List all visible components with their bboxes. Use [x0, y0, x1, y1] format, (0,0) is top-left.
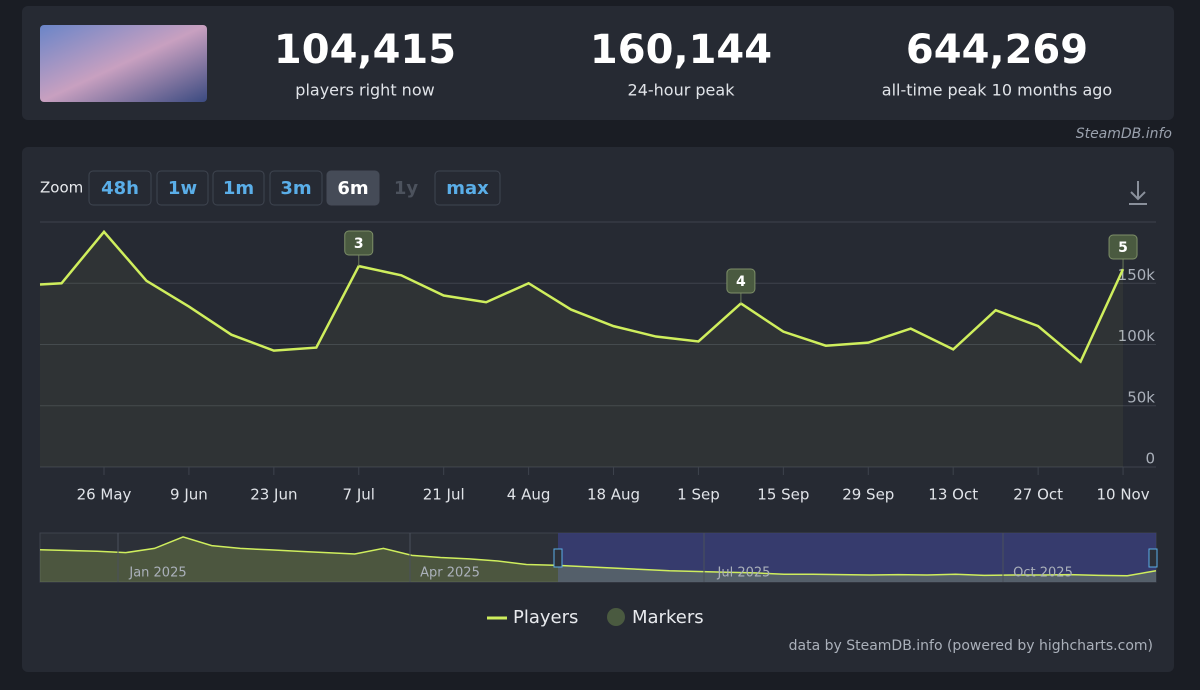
series-area: [40, 231, 1124, 467]
zoom-button[interactable]: [434, 170, 501, 206]
navigator-label: Jul 2025: [717, 566, 771, 581]
zoom-button-label[interactable]: 1w: [168, 178, 197, 199]
x-tick-label: 27 Oct: [1013, 486, 1063, 504]
x-tick-label: 29 Sep: [842, 486, 894, 504]
zoom-button[interactable]: [212, 170, 265, 206]
zoom-button[interactable]: [269, 170, 323, 206]
zoom-buttons: 48h 1w 1m 3m 6m 1y max: [88, 170, 501, 206]
navigator-line: [39, 536, 1157, 577]
marker-label: 5: [1118, 240, 1128, 256]
legend-marker: [607, 608, 625, 626]
credit: data by SteamDB.info (powered by highcha…: [789, 638, 1153, 654]
x-tick-label: 1 Sep: [677, 486, 720, 504]
zoom-button[interactable]: [156, 170, 209, 206]
legend: Players Markers: [487, 607, 704, 628]
y-tick-label: 150k: [1118, 266, 1156, 284]
legend-label[interactable]: Players: [513, 607, 578, 628]
stat-label: all-time peak 10 months ago: [882, 81, 1112, 100]
x-tick-label: 26 May: [77, 486, 132, 504]
legend-label[interactable]: Markers: [632, 607, 704, 628]
series-line: [39, 229, 1125, 364]
stat-label: players right now: [295, 81, 434, 100]
x-tick-label: 18 Aug: [587, 486, 640, 504]
stat-label: 24-hour peak: [628, 81, 736, 100]
x-tick-label: 4 Aug: [507, 486, 551, 504]
zoom-button-label[interactable]: 48h: [101, 178, 139, 199]
marker-label: 3: [354, 236, 364, 252]
game-image[interactable]: [40, 25, 207, 102]
plot: 0 50k 100k 150k 26 May 9 Jun 23 Jun 7 Jul 21 Jul…: [39, 229, 1156, 504]
stats-panel: [22, 6, 1174, 120]
x-tick-label: 23 Jun: [250, 486, 297, 504]
x-tick-label: 7 Jul: [343, 486, 375, 504]
y-tick-label: 50k: [1127, 388, 1155, 406]
zoom-button-label[interactable]: max: [446, 178, 489, 199]
navigator-label: Oct 2025: [1013, 566, 1073, 581]
navigator-label: Apr 2025: [420, 566, 480, 581]
download-icon[interactable]: [1129, 181, 1147, 205]
zoom-label: Zoom: [40, 179, 83, 197]
marker-label: 4: [736, 274, 746, 290]
marker[interactable]: [344, 230, 374, 256]
x-tick-label: 13 Oct: [928, 486, 978, 504]
zoom-button-label: 1y: [394, 178, 419, 199]
marker[interactable]: [1108, 234, 1138, 260]
x-tick-label: 9 Jun: [170, 486, 208, 504]
stat-value: 104,415: [274, 27, 456, 73]
zoom-button[interactable]: [326, 170, 380, 206]
zoom-button-label[interactable]: 3m: [280, 178, 311, 199]
zoom-button-label[interactable]: 1m: [223, 178, 254, 199]
marker[interactable]: [726, 268, 756, 294]
navigator-handle[interactable]: [1148, 548, 1158, 568]
stats: 104,415 players right now 160,144 24-hour p…: [274, 27, 1112, 100]
y-tick-label: 100k: [1118, 327, 1156, 345]
navigator-window[interactable]: [558, 533, 1156, 582]
x-tick-label: 10 Nov: [1096, 486, 1149, 504]
navigator-area: [40, 536, 1156, 582]
x-tick-label: 15 Sep: [757, 486, 809, 504]
stat-value: 644,269: [906, 27, 1088, 73]
navigator-label: Jan 2025: [128, 566, 186, 581]
navigator-handle[interactable]: [553, 548, 563, 568]
y-tick-label: 0: [1145, 450, 1155, 468]
site-label: SteamDB.info: [1076, 126, 1172, 142]
stat-value: 160,144: [590, 27, 772, 73]
x-tick-label: 21 Jul: [423, 486, 465, 504]
zoom-button-label[interactable]: 6m: [337, 178, 368, 199]
navigator: Jan 2025 Apr 2025 Jul 2025 Oct 2025: [39, 532, 1158, 583]
zoom-button[interactable]: [88, 170, 152, 206]
